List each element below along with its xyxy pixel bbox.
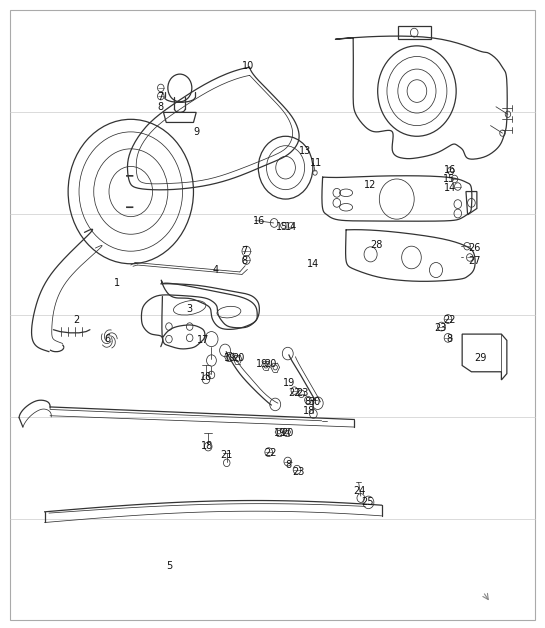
Text: 10: 10 [242, 61, 254, 71]
Text: 18: 18 [200, 372, 212, 382]
Text: 27: 27 [468, 256, 480, 266]
Text: 19: 19 [283, 378, 295, 388]
Text: 24: 24 [354, 486, 366, 496]
Text: 7: 7 [241, 246, 247, 256]
Text: 28: 28 [370, 240, 382, 250]
Text: 8: 8 [158, 102, 164, 112]
Text: 21: 21 [220, 450, 232, 460]
Text: 19: 19 [225, 353, 237, 363]
Text: 7: 7 [158, 92, 164, 102]
Text: 23: 23 [296, 387, 308, 398]
Text: 22: 22 [265, 448, 277, 458]
Text: 1: 1 [114, 278, 120, 288]
Text: 26: 26 [468, 243, 480, 253]
Text: 15: 15 [276, 222, 288, 232]
Text: 12: 12 [365, 180, 377, 190]
Text: 22: 22 [444, 315, 456, 325]
Text: 16: 16 [253, 216, 265, 226]
Text: 8: 8 [241, 256, 247, 266]
Text: 19: 19 [256, 359, 268, 369]
Text: 3: 3 [186, 304, 192, 314]
Text: 20: 20 [282, 428, 294, 438]
Text: 23: 23 [293, 467, 305, 477]
Text: 29: 29 [475, 353, 487, 363]
Text: 20: 20 [264, 359, 276, 369]
Text: 6: 6 [105, 334, 111, 344]
Text: 22: 22 [288, 387, 300, 398]
Text: 17: 17 [197, 335, 209, 345]
Text: 16: 16 [444, 165, 456, 175]
Text: 4: 4 [212, 265, 219, 275]
Text: 18: 18 [201, 441, 213, 451]
Text: 14: 14 [444, 183, 456, 193]
Text: 8: 8 [446, 334, 453, 344]
Text: 15: 15 [444, 174, 456, 184]
Text: 30: 30 [308, 397, 320, 407]
Text: 5: 5 [166, 561, 172, 571]
Text: 14: 14 [286, 222, 298, 232]
Text: 11: 11 [310, 158, 322, 168]
Text: 8: 8 [305, 397, 311, 407]
Text: 19: 19 [274, 428, 286, 438]
Text: 14: 14 [307, 259, 319, 269]
Text: 8: 8 [286, 460, 292, 470]
Text: 13: 13 [299, 146, 311, 156]
Text: 23: 23 [434, 323, 446, 333]
Text: 20: 20 [233, 353, 245, 363]
Text: 2: 2 [73, 315, 80, 325]
Text: 18: 18 [303, 406, 315, 416]
Text: 25: 25 [362, 497, 374, 507]
Text: 9: 9 [193, 127, 199, 137]
